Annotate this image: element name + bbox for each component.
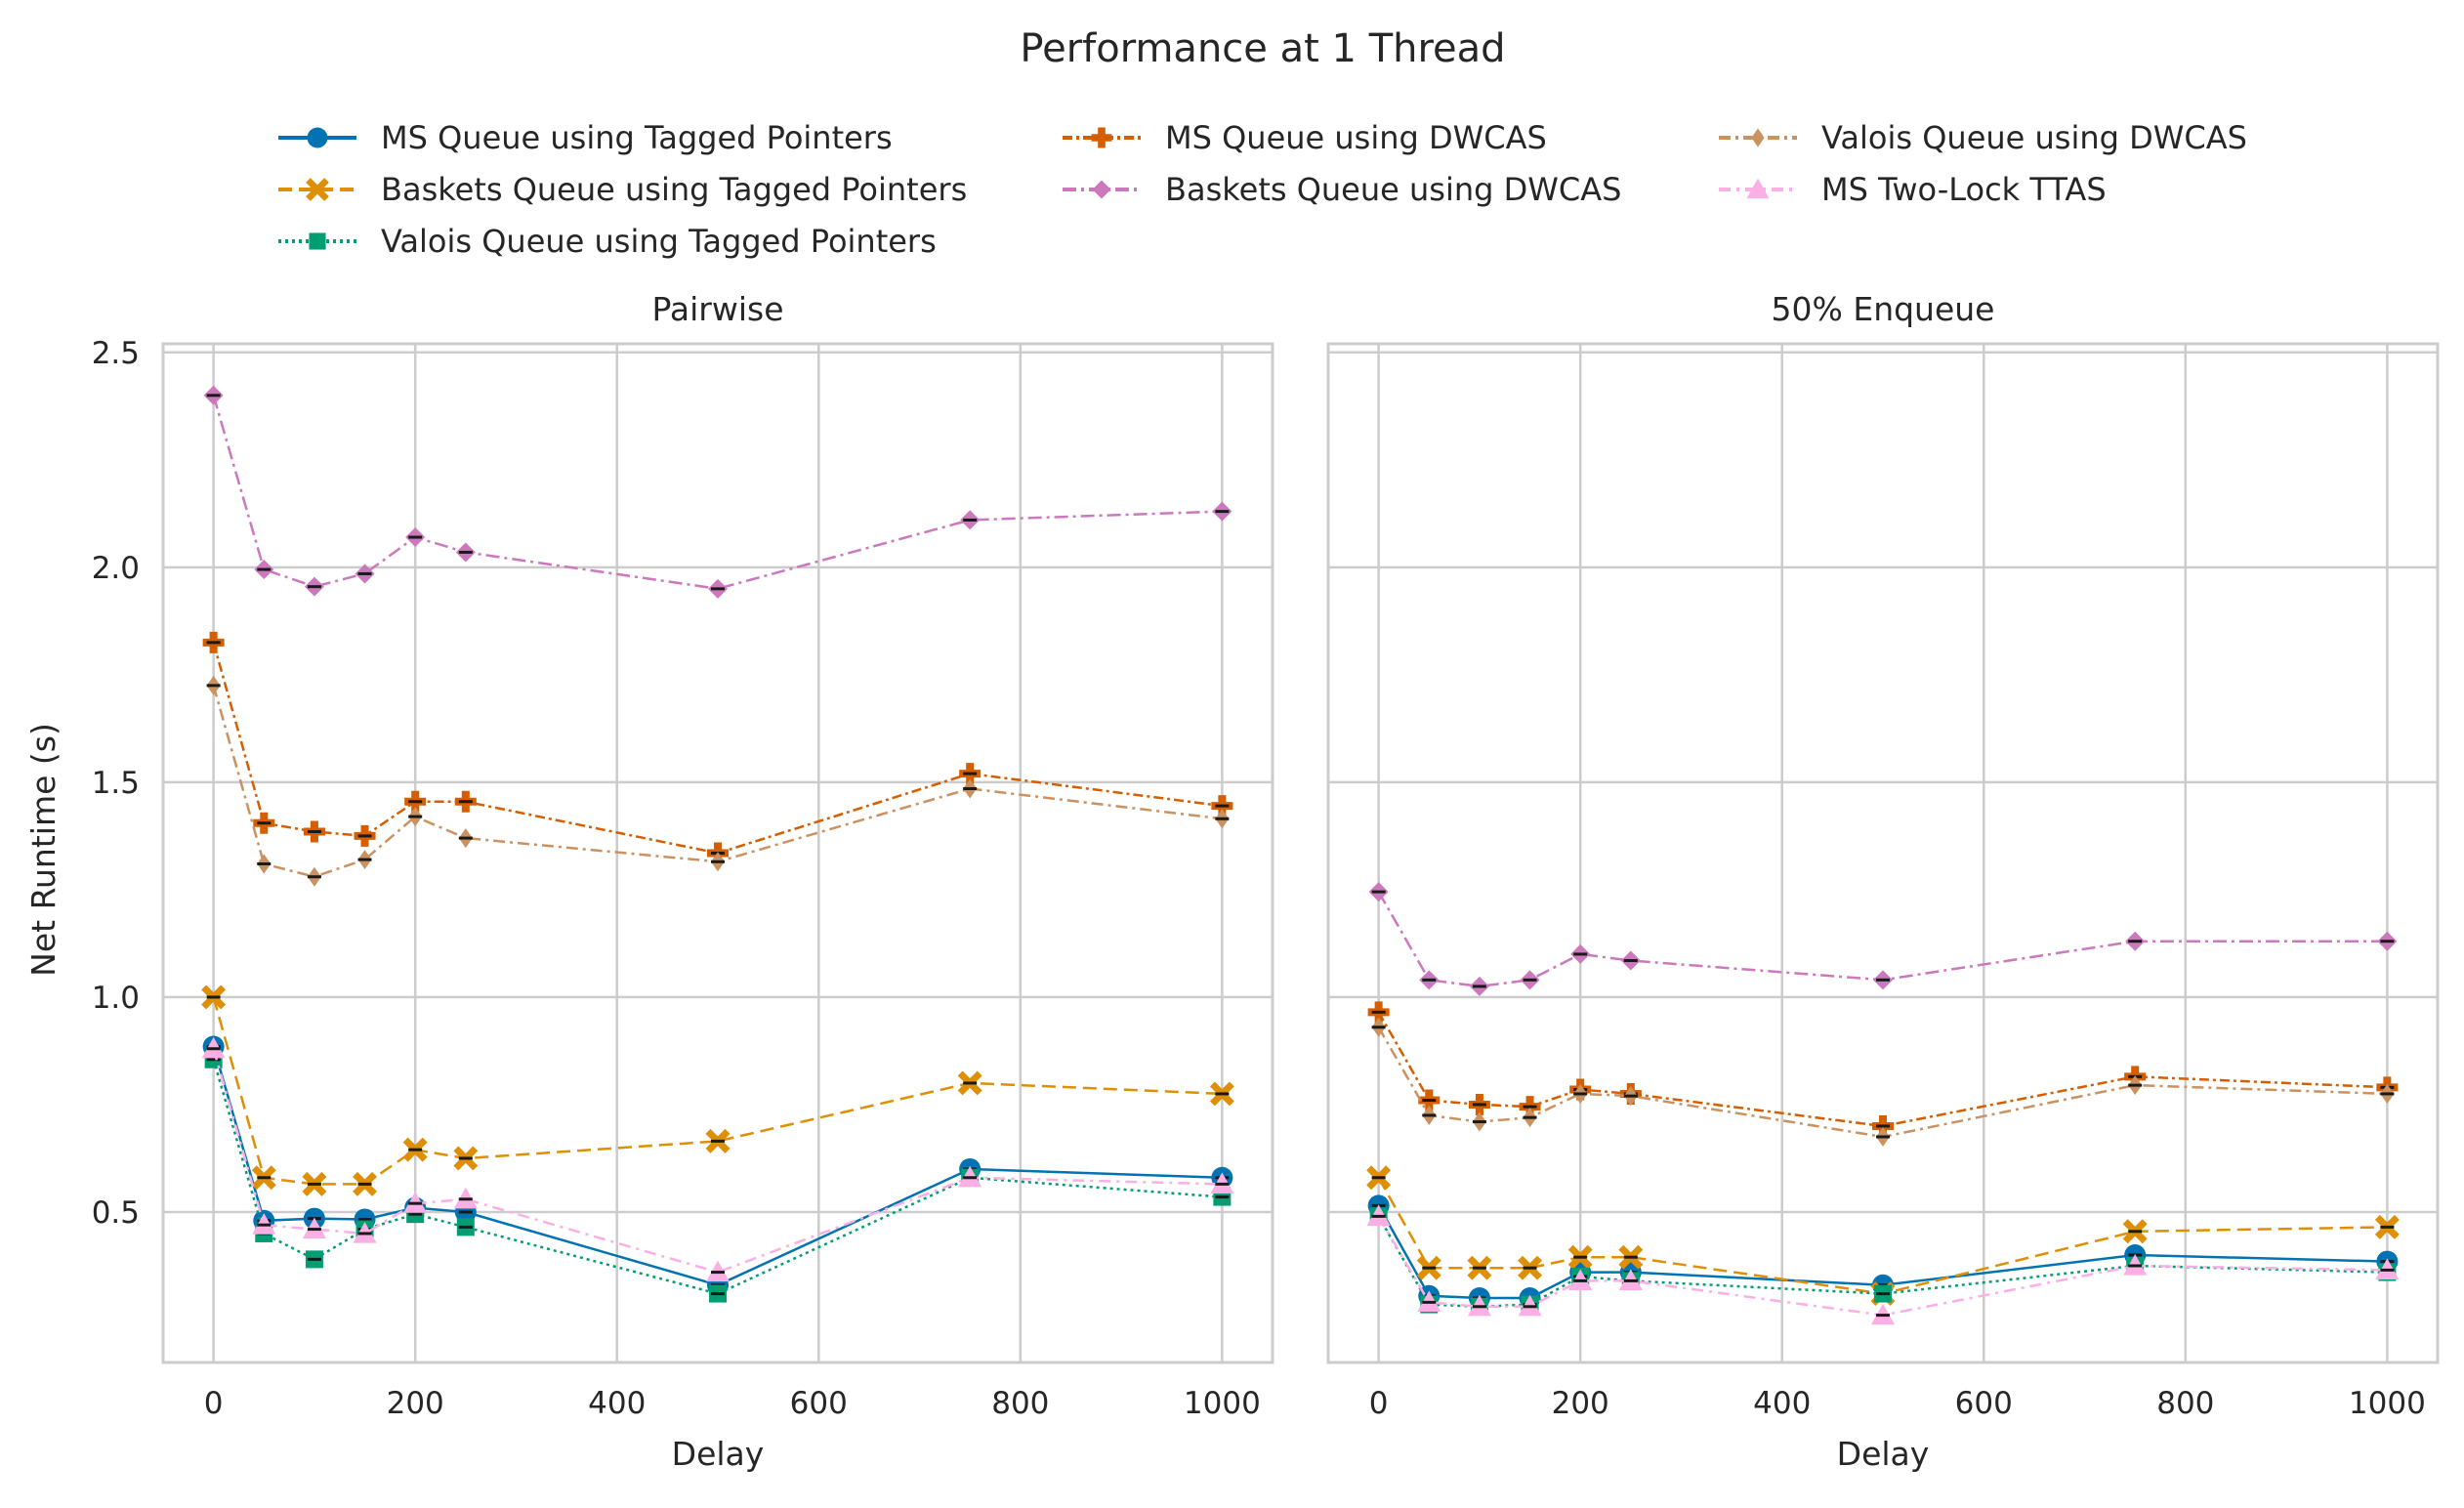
legend-marker [306, 178, 329, 201]
x-tick-label: 800 [2156, 1386, 2214, 1421]
legend-marker [307, 127, 328, 148]
panel-frame [161, 342, 1274, 1364]
series-line [1377, 1011, 2388, 1128]
legend-item: Valois Queue using Tagged Pointers [278, 223, 937, 260]
legend-label: Valois Queue using DWCAS [1821, 119, 2247, 156]
panel-title: 50% Enqueue [1772, 290, 1995, 328]
series [1367, 1001, 2399, 1137]
panel: 50% Enqueue 0 200 400 600 800 1000 Delay [1326, 290, 2440, 1473]
legend-marker [1746, 178, 1770, 199]
series-line [212, 1046, 1223, 1287]
series [202, 631, 1233, 864]
x-tick-label: 1000 [1184, 1386, 1261, 1421]
y-axis-label: Net Runtime (s) [24, 723, 63, 977]
legend-label: MS Two-Lock TTAS [1821, 171, 2107, 208]
y-tick-label: 0.5 [92, 1195, 140, 1231]
series-line [1377, 1026, 2388, 1139]
x-tick-label: 400 [1753, 1386, 1811, 1421]
y-tick-label: 2.0 [92, 551, 140, 586]
legend-label: Valois Queue using Tagged Pointers [381, 223, 937, 260]
legend-item: MS Queue using Tagged Pointers [278, 119, 893, 156]
x-tick-label: 400 [588, 1386, 646, 1421]
series-line [1377, 891, 2388, 988]
x-tick-label: 1000 [2349, 1386, 2426, 1421]
y-tick-label: 2.5 [92, 336, 140, 371]
legend-label: MS Queue using DWCAS [1165, 119, 1547, 156]
series [202, 1035, 1233, 1296]
legend-marker [1091, 127, 1112, 148]
x-tick-label: 800 [991, 1386, 1049, 1421]
legend-item: MS Queue using DWCAS [1063, 119, 1547, 156]
series [203, 385, 1232, 599]
series-line [212, 1059, 1223, 1295]
series [1366, 1204, 2400, 1325]
x-tick-label: 600 [1955, 1386, 2013, 1421]
series-line [212, 395, 1223, 591]
legend-item: MS Two-Lock TTAS [1719, 171, 2107, 208]
series-line [212, 996, 1223, 1186]
x-axis-label: Delay [1837, 1435, 1930, 1473]
series [206, 675, 1230, 887]
y-tick-label: 1.5 [92, 766, 140, 801]
series [201, 1036, 1234, 1282]
y-tick-label: 1.0 [92, 981, 140, 1016]
series [1366, 1165, 2400, 1307]
series-line [212, 685, 1223, 879]
x-tick-label: 0 [204, 1386, 224, 1421]
x-tick-label: 600 [790, 1386, 848, 1421]
x-tick-label: 200 [1552, 1386, 1609, 1421]
legend-item: Valois Queue using DWCAS [1719, 119, 2247, 156]
series-line [212, 642, 1223, 855]
legend: MS Queue using Tagged Pointers Baskets Qu… [278, 119, 2247, 260]
legend-label: Baskets Queue using Tagged Pointers [381, 171, 967, 208]
legend-marker [309, 232, 326, 250]
x-tick-label: 0 [1369, 1386, 1389, 1421]
panel-frame [1326, 342, 2440, 1364]
panels: Pairwise 0 200 400 600 800 1000 Delay 0.5 1.0 1.5 2… [92, 290, 2440, 1473]
legend-item: Baskets Queue using DWCAS [1063, 171, 1621, 208]
legend-label: MS Queue using Tagged Pointers [381, 119, 893, 156]
x-axis-label: Delay [672, 1435, 765, 1473]
chart-title: Performance at 1 Thread [1020, 26, 1505, 71]
series [1371, 1017, 2395, 1147]
series [1368, 882, 2398, 996]
legend-marker [1092, 180, 1111, 199]
legend-label: Baskets Queue using DWCAS [1165, 171, 1621, 208]
panel-title: Pairwise [651, 290, 783, 328]
legend-item: Baskets Queue using Tagged Pointers [278, 171, 967, 208]
legend-marker [1751, 128, 1765, 147]
series [201, 984, 1234, 1196]
x-tick-label: 200 [387, 1386, 444, 1421]
panel: Pairwise 0 200 400 600 800 1000 Delay 0.5 1.0 1.5 2… [92, 290, 1274, 1473]
